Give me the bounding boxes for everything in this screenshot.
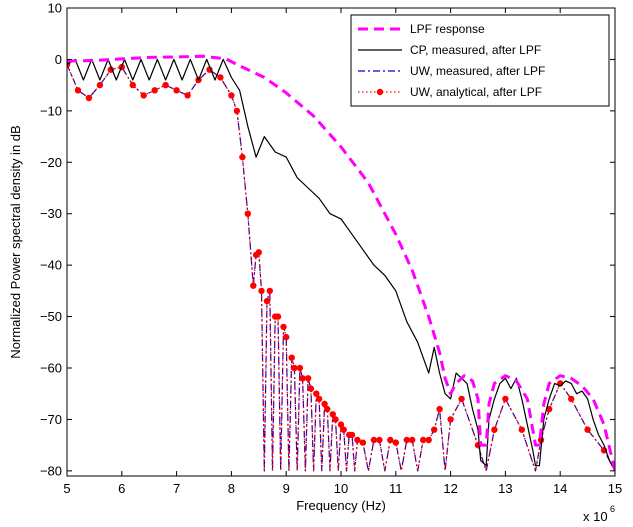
series-marker (239, 153, 246, 161)
series-marker (313, 390, 320, 397)
series-marker (85, 94, 93, 102)
legend-label-2: CP, measured, after LPF (410, 43, 541, 57)
series-marker (370, 436, 378, 444)
series-marker (162, 81, 169, 89)
series-marker (304, 375, 312, 382)
series-marker (283, 333, 290, 341)
x-tick-label: 11 (389, 481, 403, 496)
series-marker (217, 74, 224, 81)
series-marker (233, 107, 241, 115)
series-layer (67, 54, 615, 472)
x-tick-label: 14 (553, 481, 567, 496)
series-marker (340, 426, 347, 433)
series-marker (436, 405, 443, 413)
y-tick-label: −20 (40, 155, 62, 170)
x-multiplier-exponent: 6 (610, 504, 615, 514)
series-marker (568, 395, 575, 403)
series-marker (447, 416, 454, 423)
series-marker (392, 439, 399, 446)
series-line-4 (67, 64, 615, 472)
series-marker (244, 210, 251, 217)
series-marker (129, 81, 136, 89)
series-marker (329, 411, 336, 418)
x-tick-label: 10 (334, 481, 348, 496)
series-marker (354, 436, 361, 444)
x-tick-label: 8 (228, 481, 235, 496)
series-marker (431, 426, 438, 433)
legend-label-4: UW, analytical, after LPF (410, 85, 542, 99)
series-marker (337, 421, 345, 428)
series-marker (96, 81, 104, 89)
series-marker (324, 405, 331, 413)
series-marker (291, 364, 298, 372)
series-line-1 (67, 54, 615, 472)
series-marker (315, 395, 323, 403)
x-multiplier-label: x 10 (583, 509, 608, 524)
series-line-2 (67, 58, 615, 472)
y-tick-label: −80 (40, 463, 62, 478)
legend-marker (376, 88, 384, 96)
series-marker (403, 436, 410, 444)
series-marker (280, 323, 287, 331)
y-tick-label: −70 (40, 412, 62, 427)
series-marker (359, 439, 367, 446)
x-axis-label: Frequency (Hz) (296, 498, 386, 513)
series-marker (250, 282, 257, 289)
legend-label-1: LPF response (410, 22, 485, 36)
series-marker (409, 436, 416, 444)
series-marker (299, 375, 306, 382)
series-marker (420, 436, 427, 444)
x-tick-label: 5 (63, 481, 70, 496)
y-tick-label: −50 (40, 309, 62, 324)
x-tick-label: 7 (173, 481, 180, 496)
series-marker (502, 395, 509, 403)
series-marker (321, 400, 328, 408)
y-tick-label: −40 (40, 258, 62, 273)
y-tick-label: −60 (40, 361, 62, 376)
series-marker (263, 297, 271, 305)
y-tick-label: 0 (55, 52, 62, 67)
series-marker (332, 416, 339, 423)
x-tick-label: 13 (498, 481, 512, 496)
series-marker (376, 436, 383, 444)
legend: LPF response CP, measured, after LPF UW, m… (350, 14, 610, 107)
series-marker (387, 436, 394, 444)
series-marker (458, 395, 465, 403)
series-marker (425, 436, 432, 444)
series-marker (266, 287, 273, 295)
series-marker (307, 385, 315, 392)
y-tick-label: −10 (40, 103, 62, 118)
series-marker (255, 249, 262, 256)
series-marker (348, 431, 356, 439)
series-line-3 (67, 64, 615, 472)
legend-label-3: UW, measured, after LPF (410, 64, 545, 78)
series-marker (518, 426, 525, 433)
x-tick-label: 12 (443, 481, 457, 496)
ticks-layer: 5 6 7 8 9 10 11 12 13 14 15 10 0 −10 −20 −30 −40 −50 −60 −7… (40, 1, 622, 497)
series-marker (151, 87, 158, 94)
series-marker (296, 364, 304, 372)
x-tick-label: 9 (283, 481, 290, 496)
series-marker (546, 405, 553, 413)
y-tick-label: −30 (40, 206, 62, 221)
series-marker (274, 313, 282, 320)
series-marker (173, 87, 180, 94)
series-marker (258, 287, 265, 295)
series-marker (74, 87, 82, 94)
series-marker (140, 92, 147, 99)
series-marker (228, 92, 235, 99)
series-marker (584, 426, 591, 433)
y-axis-label: Normalized Power spectral density in dB (8, 125, 23, 358)
x-tick-label: 6 (118, 481, 125, 496)
series-marker (491, 426, 498, 433)
series-marker (184, 92, 191, 99)
series-marker (288, 354, 295, 361)
y-tick-label: 10 (48, 1, 62, 16)
x-tick-label: 15 (608, 481, 622, 496)
